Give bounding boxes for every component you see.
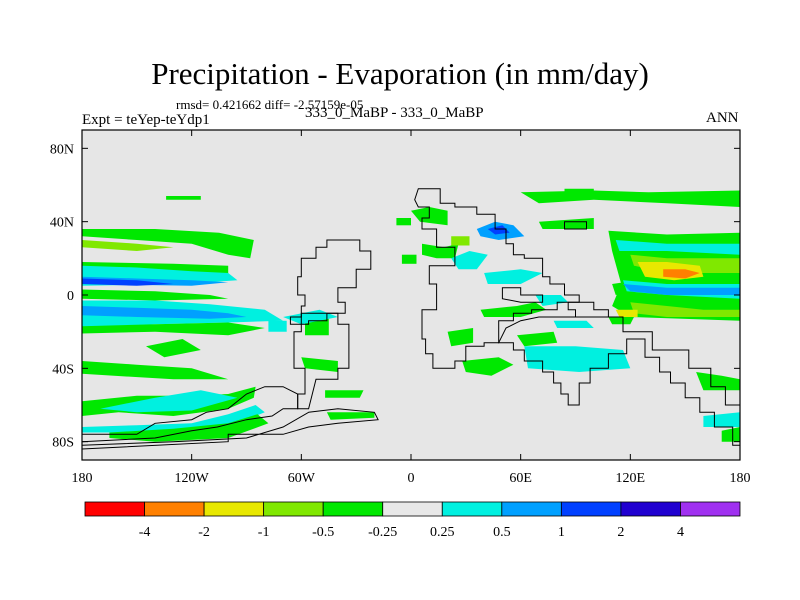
- field-region: [146, 339, 201, 358]
- field-region: [301, 357, 338, 372]
- field-region: [82, 278, 174, 286]
- colorbar-label: 0.25: [430, 525, 455, 540]
- colorbar-box: [322, 501, 384, 517]
- field-region: [553, 320, 594, 328]
- colorbar-label: -2: [198, 525, 210, 540]
- colorbar-box: [263, 501, 324, 517]
- field-region: [484, 269, 543, 284]
- x-tick-label: 120W: [175, 471, 210, 486]
- field-region: [166, 196, 201, 200]
- chart-title: Precipitation - Evaporation (in mm/day): [151, 56, 649, 91]
- y-tick-label: 80S: [52, 436, 74, 451]
- field-region: [538, 218, 594, 229]
- x-tick-label: 60E: [509, 471, 532, 486]
- field-region: [535, 295, 569, 306]
- colorbar-box: [144, 501, 205, 517]
- field-region: [615, 309, 638, 317]
- continent-outline-antarctic-coast: [82, 408, 379, 450]
- field-region: [82, 240, 174, 251]
- field-region: [451, 251, 488, 270]
- colorbar-box: [441, 501, 503, 517]
- field-region: [82, 289, 229, 301]
- colorbar-box: [560, 501, 622, 517]
- colorbar-box: [680, 501, 741, 517]
- field-region: [82, 361, 229, 380]
- continent-outline-antarctic-fringe: [82, 386, 299, 443]
- colorbar-box: [84, 501, 145, 517]
- continent-outline-eurasia-africa: [414, 188, 580, 369]
- continent-outline-indian-subcontinent: [501, 287, 544, 303]
- continent-outline-north-america: [289, 239, 372, 325]
- colorbar-box: [620, 501, 681, 517]
- field-region: [564, 188, 594, 196]
- field-region: [615, 240, 740, 255]
- field-region: [524, 346, 631, 372]
- continent-outline-southern-landmass: [497, 316, 740, 446]
- field-region: [462, 357, 514, 376]
- x-tick-label: 120E: [616, 471, 646, 486]
- experiment-label: Expt = teYep-teYdp1: [82, 112, 210, 128]
- field-region: [517, 331, 558, 347]
- season-label: ANN: [706, 110, 739, 126]
- field-region: [82, 229, 254, 259]
- field-region: [326, 412, 375, 420]
- colorbar-label: -4: [139, 525, 151, 540]
- field-region: [630, 302, 740, 317]
- field-region: [447, 328, 474, 347]
- field-region: [268, 320, 287, 332]
- y-tick-label: 40S: [52, 362, 74, 377]
- colorbar-label: 1: [558, 525, 565, 540]
- colorbar-box: [203, 501, 265, 517]
- field-region: [623, 284, 740, 295]
- field-region: [663, 269, 700, 279]
- field-region: [401, 254, 417, 264]
- x-tick-label: 180: [72, 471, 93, 486]
- rmsd-diff-stats: rmsd= 0.421662 diff= -2.57159e-05: [176, 97, 364, 112]
- colorbar-label: 2: [617, 525, 624, 540]
- x-tick-label: 60W: [288, 471, 316, 486]
- field-region: [703, 412, 740, 427]
- case-label: 333_0_MaBP - 333_0_MaBP: [305, 105, 484, 121]
- field-region: [608, 317, 634, 325]
- colorbar-label: 0.5: [493, 525, 511, 540]
- x-tick-label: 180: [730, 471, 751, 486]
- field-region: [696, 372, 740, 391]
- colorbar-label: 4: [677, 525, 684, 540]
- field-region: [451, 236, 470, 246]
- colorbar-label: -1: [258, 525, 270, 540]
- continent-outline-asian-island: [564, 221, 587, 230]
- field-region: [82, 306, 247, 319]
- colorbar-box: [501, 501, 562, 517]
- field-region: [721, 427, 740, 442]
- colorbar-box: [382, 501, 443, 517]
- continent-outline-south-america: [293, 312, 350, 410]
- y-tick-label: 40N: [50, 216, 74, 231]
- y-tick-label: 0: [67, 289, 74, 304]
- y-tick-label: 80N: [50, 142, 74, 157]
- field-region: [82, 322, 265, 336]
- field-region: [100, 390, 238, 413]
- field-region: [396, 218, 411, 226]
- x-tick-label: 0: [408, 471, 415, 486]
- field-region: [487, 225, 510, 235]
- field-region: [325, 390, 364, 398]
- colorbar-label: -0.5: [312, 525, 334, 540]
- colorbar-label: -0.25: [368, 525, 397, 540]
